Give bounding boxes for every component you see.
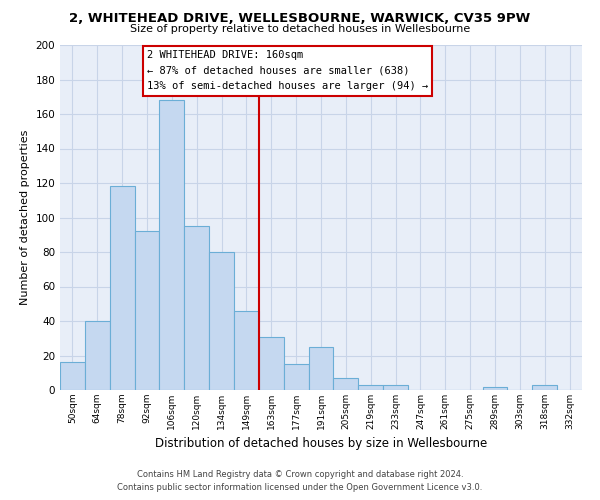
Bar — [358, 385, 383, 390]
Bar — [383, 385, 408, 390]
Bar — [85, 321, 110, 390]
Bar — [134, 232, 160, 390]
Bar — [532, 385, 557, 390]
Bar — [209, 252, 234, 390]
Bar — [334, 378, 358, 390]
Bar — [284, 364, 308, 390]
Bar — [259, 336, 284, 390]
Y-axis label: Number of detached properties: Number of detached properties — [20, 130, 30, 305]
Bar — [234, 310, 259, 390]
Text: Contains HM Land Registry data © Crown copyright and database right 2024.
Contai: Contains HM Land Registry data © Crown c… — [118, 470, 482, 492]
Bar — [60, 362, 85, 390]
Bar — [482, 386, 508, 390]
Bar — [308, 347, 334, 390]
Text: Size of property relative to detached houses in Wellesbourne: Size of property relative to detached ho… — [130, 24, 470, 34]
Bar — [184, 226, 209, 390]
X-axis label: Distribution of detached houses by size in Wellesbourne: Distribution of detached houses by size … — [155, 438, 487, 450]
Text: 2, WHITEHEAD DRIVE, WELLESBOURNE, WARWICK, CV35 9PW: 2, WHITEHEAD DRIVE, WELLESBOURNE, WARWIC… — [70, 12, 530, 26]
Text: 2 WHITEHEAD DRIVE: 160sqm
← 87% of detached houses are smaller (638)
13% of semi: 2 WHITEHEAD DRIVE: 160sqm ← 87% of detac… — [147, 50, 428, 92]
Bar — [160, 100, 184, 390]
Bar — [110, 186, 134, 390]
